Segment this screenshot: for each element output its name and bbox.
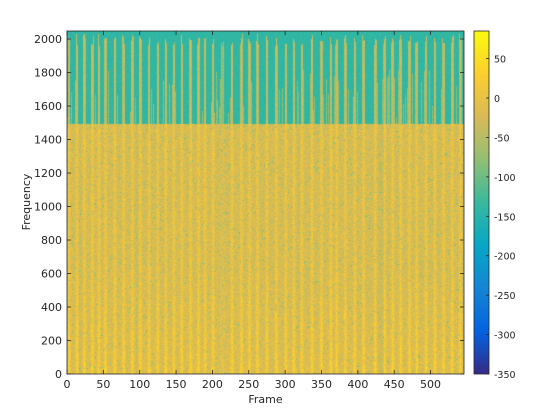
colorbar-tick-label: 0 bbox=[494, 94, 500, 105]
y-tick-label: 0 bbox=[55, 368, 62, 381]
colorbar-ticks: 50 0 -50 -100 -150 -200 -250 -300 -350 bbox=[486, 55, 516, 381]
x-tick-label: 200 bbox=[202, 378, 223, 391]
colorbar: 50 0 -50 -100 -150 -200 -250 -300 -350 bbox=[473, 30, 516, 381]
colorbar-tick-label: -50 bbox=[494, 133, 510, 144]
y-axis-ticks: 0 200 400 600 800 1000 1200 1400 1600 1800 2000 bbox=[34, 33, 464, 381]
x-tick-label: 0 bbox=[64, 378, 71, 391]
y-tick-label: 800 bbox=[41, 234, 62, 247]
x-tick-label: 400 bbox=[347, 378, 368, 391]
x-tick-label: 250 bbox=[238, 378, 259, 391]
plot-frame bbox=[66, 30, 465, 375]
y-tick-label: 1400 bbox=[34, 134, 62, 147]
plot-area bbox=[66, 30, 465, 375]
x-tick-label: 350 bbox=[311, 378, 332, 391]
y-tick-label: 1200 bbox=[34, 167, 62, 180]
y-tick-label: 600 bbox=[41, 268, 62, 281]
y-tick-label: 1800 bbox=[34, 67, 62, 80]
colorbar-tick-label: -100 bbox=[494, 173, 516, 184]
x-tick-label: 50 bbox=[96, 378, 110, 391]
x-tick-label: 100 bbox=[129, 378, 150, 391]
y-tick-label: 1600 bbox=[34, 100, 62, 113]
colorbar-tick-label: -250 bbox=[494, 291, 516, 302]
x-axis-ticks: 0 50 100 150 200 250 300 350 400 450 500 bbox=[64, 31, 441, 391]
x-tick-label: 300 bbox=[275, 378, 296, 391]
y-axis-label: Frequency bbox=[20, 173, 33, 230]
colorbar-tick-label: -150 bbox=[494, 212, 516, 223]
y-tick-label: 400 bbox=[41, 301, 62, 314]
y-tick-label: 2000 bbox=[34, 33, 62, 46]
colorbar-tick-label: -350 bbox=[494, 370, 516, 381]
y-tick-label: 200 bbox=[41, 335, 62, 348]
colorbar-tick-label: -200 bbox=[494, 252, 516, 263]
x-tick-label: 450 bbox=[384, 378, 405, 391]
colorbar-tick-label: -300 bbox=[494, 331, 516, 342]
y-tick-label: 1000 bbox=[34, 201, 62, 214]
heatmap-image bbox=[67, 31, 464, 374]
colorbar-gradient bbox=[473, 30, 490, 375]
x-axis-label: Frame bbox=[248, 393, 283, 406]
x-tick-label: 500 bbox=[420, 378, 441, 391]
colorbar-tick-label: 50 bbox=[494, 55, 506, 66]
x-tick-label: 150 bbox=[166, 378, 187, 391]
